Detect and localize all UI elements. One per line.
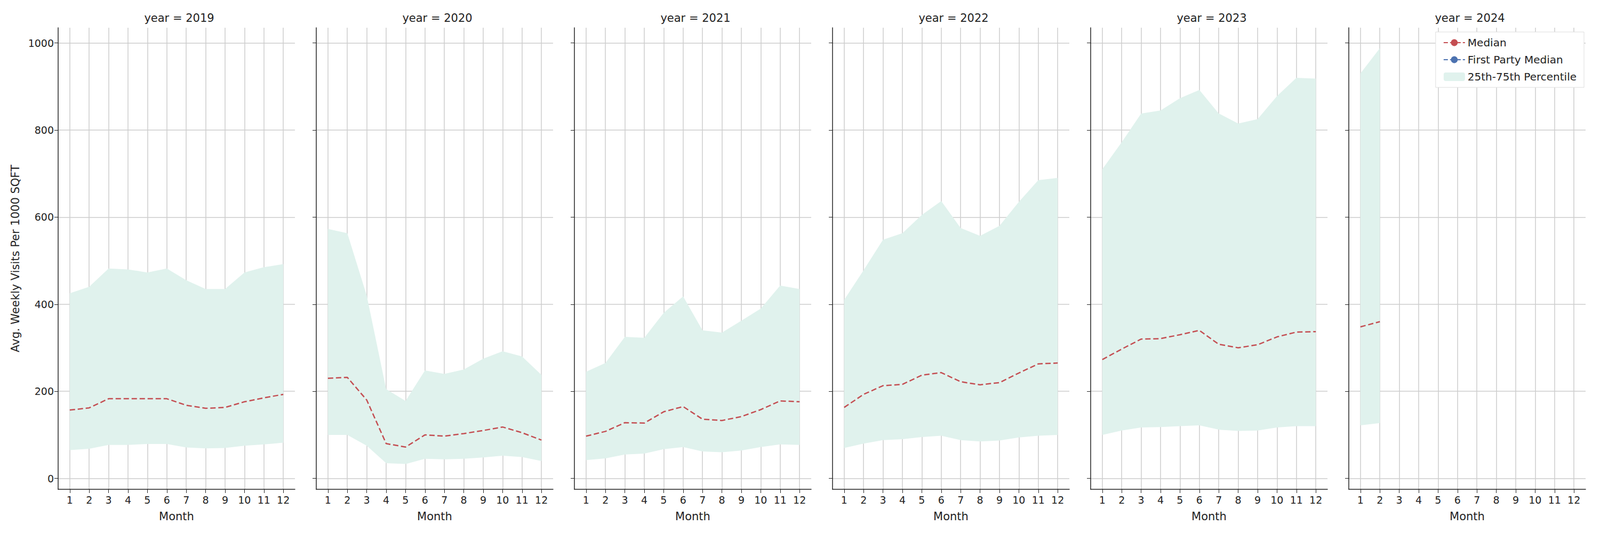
svg-text:2: 2: [85, 494, 93, 507]
svg-text:Month: Month: [1449, 510, 1485, 524]
svg-text:Month: Month: [1191, 510, 1227, 524]
svg-text:12: 12: [793, 494, 806, 507]
svg-text:8: 8: [718, 494, 726, 507]
svg-text:3: 3: [363, 494, 371, 507]
svg-text:2: 2: [344, 494, 351, 507]
svg-text:3: 3: [1138, 494, 1145, 507]
svg-text:3: 3: [105, 494, 112, 507]
svg-text:2: 2: [1376, 494, 1383, 507]
svg-text:4: 4: [1415, 494, 1422, 507]
svg-text:9: 9: [1254, 494, 1261, 507]
svg-text:8: 8: [977, 494, 984, 507]
svg-text:200: 200: [34, 385, 54, 398]
svg-text:6: 6: [421, 494, 429, 507]
svg-text:7: 7: [441, 494, 448, 507]
svg-text:5: 5: [660, 494, 667, 507]
svg-text:7: 7: [182, 494, 190, 507]
svg-text:1: 1: [1099, 494, 1106, 507]
svg-text:Month: Month: [158, 510, 195, 524]
svg-text:400: 400: [34, 298, 54, 311]
svg-text:0: 0: [47, 473, 54, 485]
svg-text:9: 9: [480, 494, 487, 507]
svg-text:25th-75th Percentile: 25th-75th Percentile: [1467, 70, 1577, 84]
svg-text:9: 9: [996, 494, 1003, 507]
svg-text:10: 10: [496, 494, 509, 507]
svg-text:1: 1: [324, 494, 332, 507]
svg-text:Avg. Weekly Visits Per 1000 SQ: Avg. Weekly Visits Per 1000 SQFT: [9, 164, 22, 353]
svg-text:1: 1: [582, 494, 590, 507]
svg-text:4: 4: [641, 494, 648, 507]
svg-text:5: 5: [1176, 494, 1183, 507]
svg-text:8: 8: [1493, 494, 1500, 507]
svg-text:12: 12: [1051, 494, 1064, 507]
svg-text:4: 4: [899, 494, 906, 507]
svg-text:600: 600: [34, 211, 54, 223]
svg-text:6: 6: [938, 494, 945, 507]
svg-text:6: 6: [680, 494, 687, 507]
svg-text:7: 7: [1473, 494, 1480, 507]
svg-text:12: 12: [534, 494, 548, 507]
svg-text:11: 11: [1032, 494, 1045, 507]
svg-text:6: 6: [1454, 494, 1461, 507]
svg-text:8: 8: [460, 494, 468, 507]
svg-text:11: 11: [257, 494, 271, 507]
svg-text:9: 9: [1512, 494, 1519, 507]
svg-text:6: 6: [163, 494, 171, 507]
svg-text:year = 2022: year = 2022: [918, 11, 989, 25]
svg-text:3: 3: [621, 494, 629, 507]
svg-text:3: 3: [880, 494, 887, 507]
svg-text:2: 2: [602, 494, 609, 507]
svg-text:10: 10: [754, 494, 767, 507]
svg-text:12: 12: [276, 494, 290, 507]
svg-text:12: 12: [1567, 494, 1581, 507]
svg-text:800: 800: [34, 124, 54, 136]
svg-text:2: 2: [1118, 494, 1125, 507]
svg-text:1: 1: [66, 494, 74, 507]
svg-text:10: 10: [1012, 494, 1026, 507]
svg-text:10: 10: [1270, 494, 1284, 507]
svg-text:11: 11: [1290, 494, 1303, 507]
svg-text:8: 8: [1235, 494, 1242, 507]
svg-text:6: 6: [1196, 494, 1203, 507]
svg-text:Month: Month: [675, 510, 711, 524]
svg-text:7: 7: [1215, 494, 1222, 507]
svg-text:1: 1: [1357, 494, 1364, 507]
svg-text:5: 5: [918, 494, 925, 507]
svg-text:Month: Month: [933, 510, 969, 524]
svg-text:year = 2024: year = 2024: [1434, 11, 1505, 25]
svg-text:10: 10: [1528, 494, 1542, 507]
svg-text:year = 2023: year = 2023: [1176, 11, 1247, 25]
svg-text:1: 1: [841, 494, 848, 507]
svg-text:10: 10: [237, 494, 251, 507]
svg-text:Median: Median: [1467, 36, 1507, 50]
svg-text:3: 3: [1396, 494, 1403, 507]
svg-text:11: 11: [1548, 494, 1562, 507]
svg-text:year = 2021: year = 2021: [660, 11, 731, 25]
svg-text:7: 7: [957, 494, 964, 507]
svg-text:12: 12: [1309, 494, 1323, 507]
svg-text:year = 2019: year = 2019: [144, 11, 214, 25]
svg-text:11: 11: [515, 494, 529, 507]
svg-text:9: 9: [738, 494, 745, 507]
svg-text:11: 11: [773, 494, 787, 507]
svg-text:1000: 1000: [28, 37, 54, 50]
svg-text:4: 4: [1157, 494, 1164, 507]
svg-text:First Party Median: First Party Median: [1467, 53, 1564, 67]
svg-text:7: 7: [699, 494, 706, 507]
svg-text:5: 5: [144, 494, 151, 507]
svg-text:year = 2020: year = 2020: [402, 11, 472, 25]
svg-text:Month: Month: [417, 510, 453, 524]
svg-text:8: 8: [202, 494, 210, 507]
svg-text:4: 4: [124, 494, 132, 507]
svg-text:9: 9: [221, 494, 229, 507]
svg-text:4: 4: [382, 494, 390, 507]
svg-text:5: 5: [402, 494, 409, 507]
svg-text:5: 5: [1434, 494, 1442, 507]
svg-text:2: 2: [860, 494, 867, 507]
